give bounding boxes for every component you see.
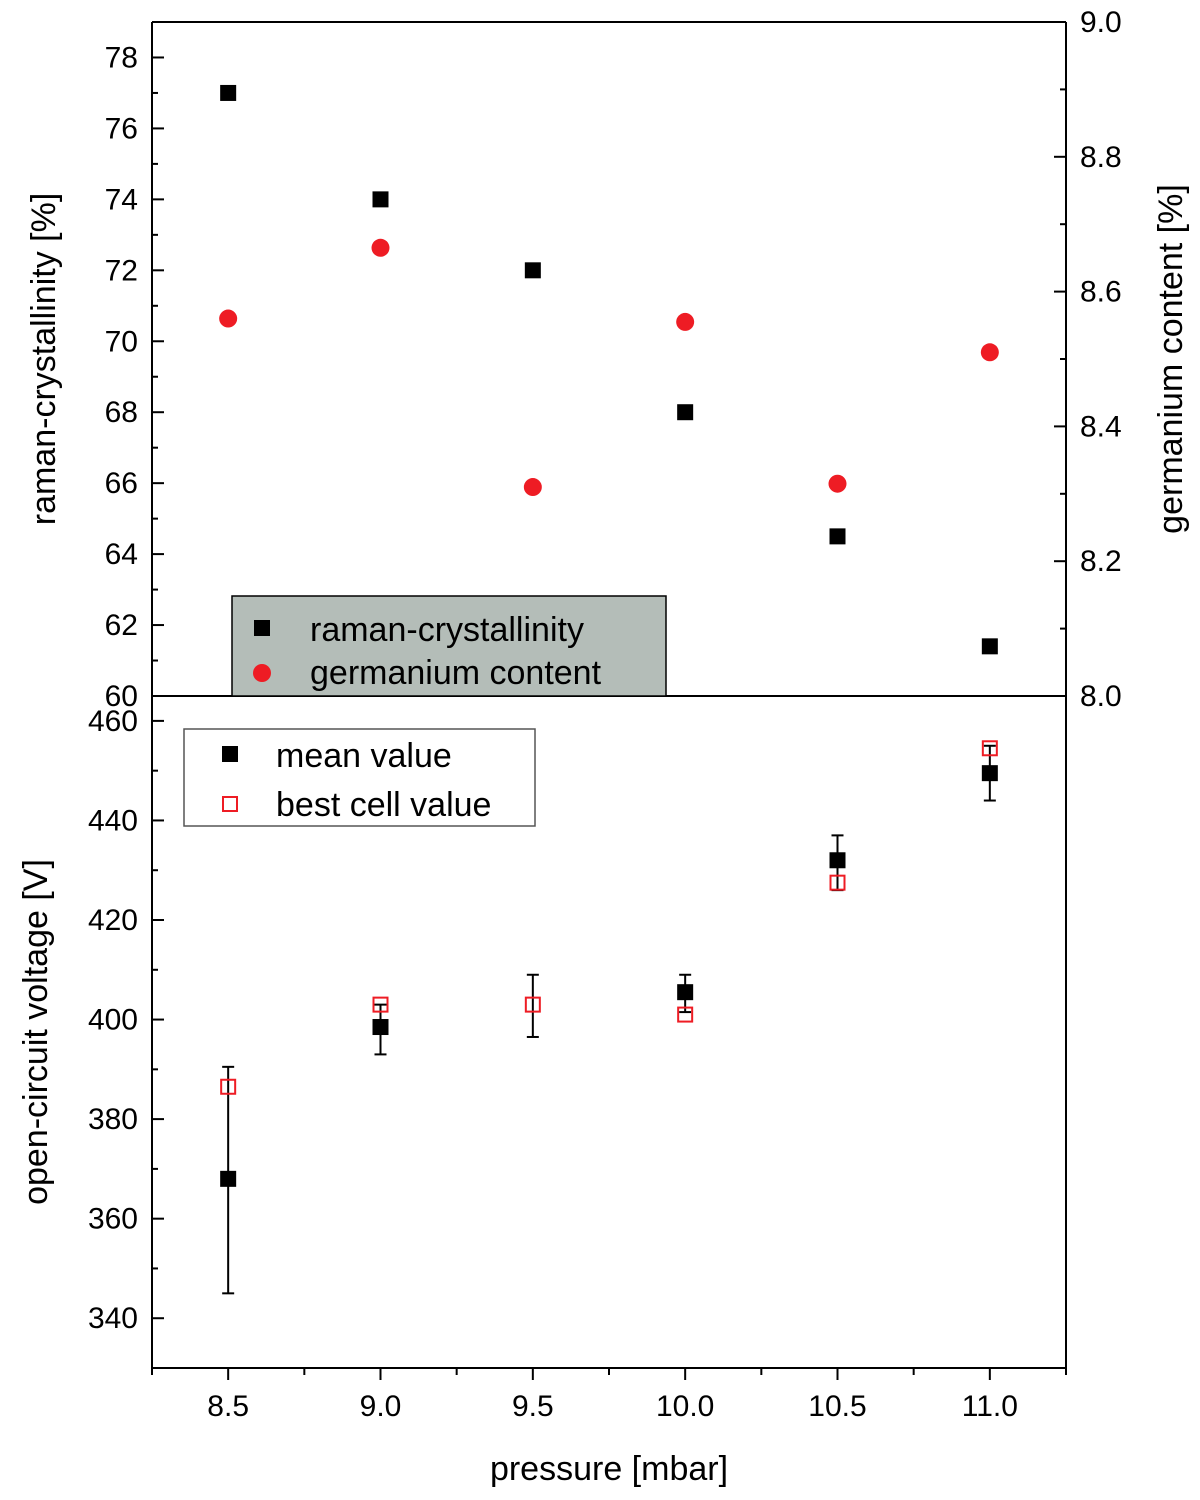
raman-crystallinity-point <box>372 191 389 208</box>
best-cell-point <box>524 996 541 1013</box>
mean-value-point <box>829 852 846 869</box>
germanium-content-point <box>676 312 695 331</box>
legend-label-best: best cell value <box>276 786 491 824</box>
bottom-y-tick-label: 440 <box>88 804 138 837</box>
top-y2-axis-label: germanium content [%] <box>1152 184 1190 534</box>
bottom-legend: mean value best cell value <box>183 728 536 827</box>
top-y-tick-label: 60 <box>105 680 138 713</box>
bottom-y-axis-label: open-circuit voltage [V] <box>17 859 55 1205</box>
bottom-y-tick-label: 460 <box>88 705 138 738</box>
germanium-content-point <box>980 343 999 362</box>
x-ticks: 8.5 9.0 9.5 10.0 10.5 11.0 <box>151 1368 1067 1423</box>
germanium-content-point <box>523 478 542 497</box>
germanium-content-point <box>828 474 847 493</box>
raman-crystallinity-point <box>677 404 694 421</box>
top-y-tick-label: 76 <box>105 112 138 145</box>
x-tick-label: 9.0 <box>360 1390 402 1423</box>
top-y-tick-label: 74 <box>105 183 138 216</box>
mean-value-point <box>220 1170 237 1187</box>
top-y2-tick-label: 8.8 <box>1080 141 1122 174</box>
top-y-tick-label: 66 <box>105 467 138 500</box>
best-cell-point <box>220 1078 237 1095</box>
germanium-content-point <box>219 309 238 328</box>
top-y-tick-label: 70 <box>105 325 138 358</box>
mean-value-point <box>677 984 694 1001</box>
top-y-tick-label: 78 <box>105 41 138 74</box>
top-y-ticks: 60 62 64 66 68 70 72 74 76 78 <box>105 41 164 713</box>
best-cell-point <box>677 1006 694 1023</box>
legend-marker-raman <box>254 620 270 636</box>
raman-crystallinity-point <box>829 528 846 545</box>
best-cell-point <box>372 996 389 1013</box>
legend-label-raman: raman-crystallinity <box>310 611 584 649</box>
raman-crystallinity-point <box>220 84 237 101</box>
bottom-y-tick-label: 420 <box>88 904 138 937</box>
top-legend-box <box>231 595 667 697</box>
bottom-y-ticks: 340 360 380 400 420 440 460 <box>88 705 164 1335</box>
best-cell-point <box>829 874 846 891</box>
mean-value-point <box>372 1019 389 1036</box>
top-y2-tick-label: 9.0 <box>1080 6 1122 39</box>
data-marks <box>219 84 999 1295</box>
x-tick-label: 8.5 <box>207 1390 249 1423</box>
bottom-y-tick-label: 400 <box>88 1004 138 1037</box>
top-y2-tick-label: 8.6 <box>1080 276 1122 309</box>
top-y-axis-label: raman-crystallinity [%] <box>25 193 63 526</box>
top-y-tick-label: 64 <box>105 538 138 571</box>
mean-value-point <box>981 765 998 782</box>
best-cell-point <box>981 740 998 757</box>
top-y-tick-label: 68 <box>105 396 138 429</box>
raman-crystallinity-point <box>524 262 541 279</box>
germanium-content-point <box>371 238 390 257</box>
top-y2-tick-label: 8.0 <box>1080 680 1122 713</box>
top-y-tick-label: 62 <box>105 609 138 642</box>
legend-label-mean: mean value <box>276 737 452 775</box>
bottom-y-tick-label: 360 <box>88 1203 138 1236</box>
bottom-legend-box <box>183 728 536 827</box>
x-axis-label: pressure [mbar] <box>490 1450 728 1488</box>
bottom-y-tick-label: 340 <box>88 1302 138 1335</box>
bottom-y-tick-label: 380 <box>88 1103 138 1136</box>
x-tick-label: 9.5 <box>512 1390 554 1423</box>
x-tick-label: 10.0 <box>656 1390 714 1423</box>
raman-crystallinity-point <box>981 638 998 655</box>
legend-marker-germanium <box>253 664 271 682</box>
legend-label-germanium: germanium content <box>310 654 602 692</box>
top-y2-ticks: 8.0 8.2 8.4 8.6 8.8 9.0 <box>1054 6 1122 713</box>
legend-marker-mean <box>222 746 238 762</box>
x-tick-label: 11.0 <box>962 1390 1018 1423</box>
top-y-tick-label: 72 <box>105 254 138 287</box>
legend-marker-best <box>222 796 238 812</box>
top-y2-tick-label: 8.2 <box>1080 545 1122 578</box>
top-legend: raman-crystallinity germanium content <box>231 595 667 697</box>
top-y2-tick-label: 8.4 <box>1080 410 1122 443</box>
x-tick-label: 10.5 <box>808 1390 866 1423</box>
